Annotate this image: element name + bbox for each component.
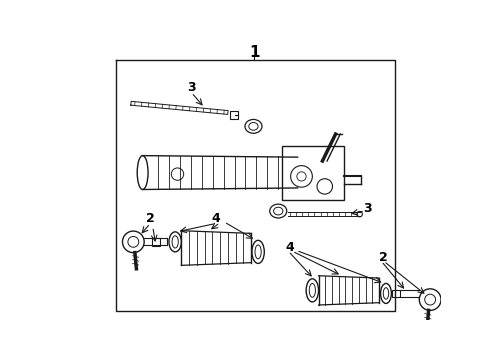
Ellipse shape <box>249 122 258 130</box>
Ellipse shape <box>252 240 264 264</box>
Bar <box>152 238 160 246</box>
Bar <box>230 111 238 119</box>
Text: 3: 3 <box>187 81 196 94</box>
Ellipse shape <box>381 283 392 303</box>
Text: 4: 4 <box>286 241 294 254</box>
Bar <box>282 145 344 199</box>
Ellipse shape <box>169 232 181 252</box>
Ellipse shape <box>273 207 283 215</box>
Circle shape <box>291 166 312 187</box>
Circle shape <box>297 172 306 181</box>
Text: 2: 2 <box>378 251 387 264</box>
Circle shape <box>419 289 441 310</box>
Circle shape <box>122 231 144 253</box>
Circle shape <box>317 179 333 194</box>
Ellipse shape <box>357 211 362 217</box>
Text: 2: 2 <box>146 212 155 225</box>
Circle shape <box>128 237 139 247</box>
Ellipse shape <box>255 245 261 259</box>
Ellipse shape <box>309 283 316 297</box>
Ellipse shape <box>137 156 148 189</box>
Bar <box>392 289 400 297</box>
Text: 3: 3 <box>363 202 372 215</box>
Text: 1: 1 <box>249 45 260 60</box>
Ellipse shape <box>245 120 262 133</box>
Circle shape <box>172 168 184 180</box>
Ellipse shape <box>306 279 318 302</box>
Ellipse shape <box>383 288 389 299</box>
Text: 4: 4 <box>212 212 220 225</box>
Ellipse shape <box>270 204 287 218</box>
Ellipse shape <box>172 236 178 248</box>
Circle shape <box>425 294 436 305</box>
